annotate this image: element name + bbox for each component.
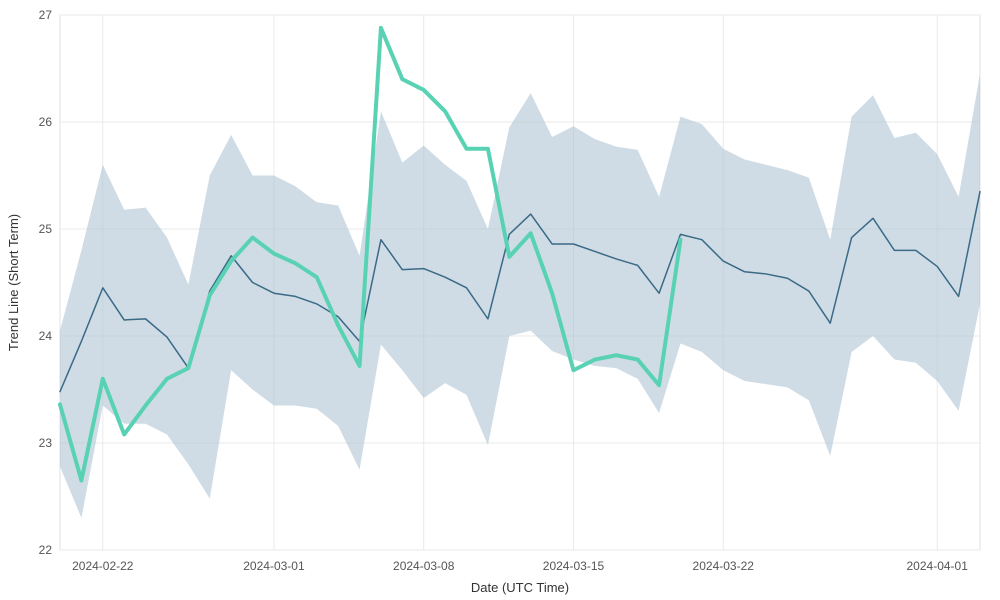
x-tick-label: 2024-03-08 — [393, 559, 455, 573]
y-tick-label: 26 — [39, 115, 53, 129]
y-tick-label: 27 — [39, 8, 53, 22]
x-tick-label: 2024-03-15 — [543, 559, 605, 573]
trend-chart: 22 23 24 25 26 27 2024-02-22 2024-03-01 2024-03-… — [0, 0, 1000, 600]
y-tick-label: 23 — [39, 436, 53, 450]
y-axis-label: Trend Line (Short Term) — [6, 214, 21, 351]
y-tick-label: 22 — [39, 543, 53, 557]
y-tick-label: 24 — [39, 329, 53, 343]
y-tick-label: 25 — [39, 222, 53, 236]
x-tick-label: 2024-03-01 — [243, 559, 305, 573]
x-tick-label: 2024-04-01 — [907, 559, 969, 573]
x-tick-label: 2024-03-22 — [693, 559, 755, 573]
chart-svg: 22 23 24 25 26 27 2024-02-22 2024-03-01 2024-03-… — [0, 0, 1000, 600]
x-axis-label: Date (UTC Time) — [471, 580, 569, 595]
x-tick-label: 2024-02-22 — [72, 559, 134, 573]
